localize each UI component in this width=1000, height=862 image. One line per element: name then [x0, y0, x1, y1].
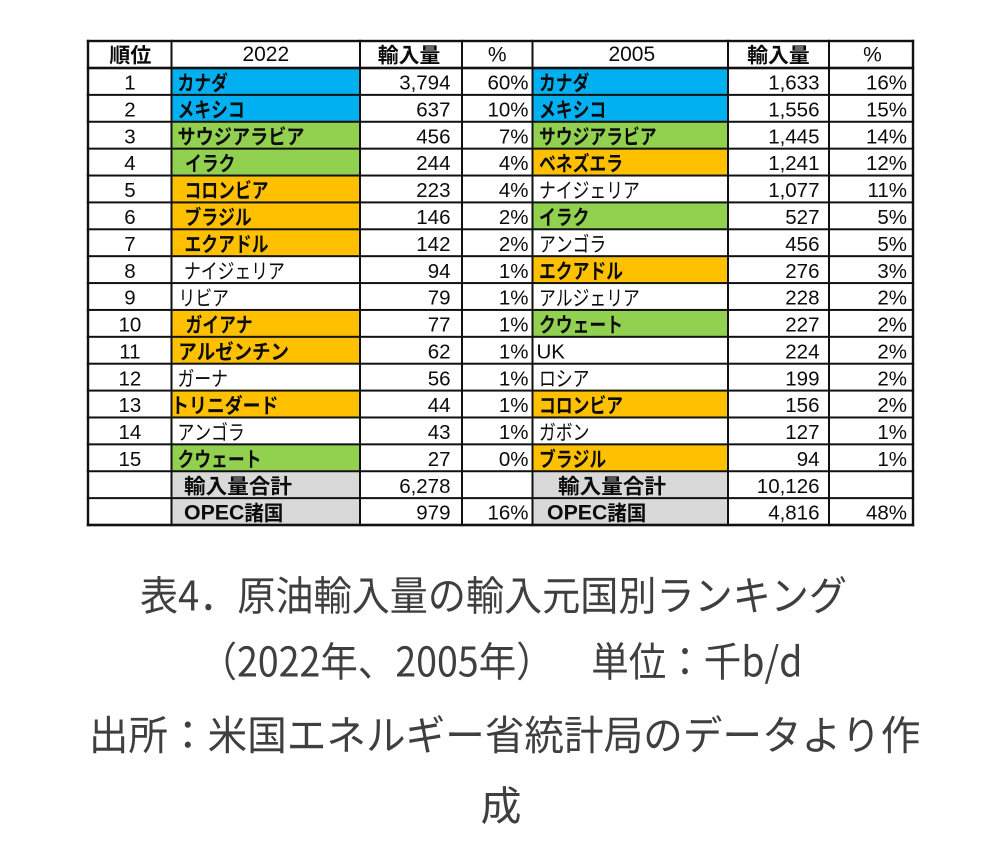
svg-text:4%: 4% [499, 179, 529, 202]
svg-text:5%: 5% [877, 233, 907, 256]
svg-text:0%: 0% [499, 448, 529, 471]
svg-text:94: 94 [797, 448, 820, 471]
svg-text:276: 276 [785, 260, 819, 283]
svg-text:1%: 1% [877, 448, 907, 471]
svg-text:OPEC: OPEC [547, 501, 607, 525]
svg-text:9: 9 [124, 287, 135, 310]
svg-text:1%: 1% [877, 421, 907, 444]
svg-text:1%: 1% [499, 421, 529, 444]
svg-text:3,794: 3,794 [399, 72, 450, 95]
svg-text:6,278: 6,278 [399, 475, 450, 498]
svg-text:2%: 2% [877, 340, 907, 363]
svg-text:2%: 2% [877, 287, 907, 310]
svg-text:11: 11 [119, 340, 140, 363]
svg-text:227: 227 [785, 314, 819, 337]
svg-text:1%: 1% [499, 314, 529, 337]
svg-text:1%: 1% [499, 394, 529, 417]
svg-text:199: 199 [785, 367, 819, 390]
svg-text:14%: 14% [866, 125, 907, 148]
svg-text:56: 56 [428, 367, 451, 390]
svg-text:4,816: 4,816 [768, 502, 819, 525]
svg-text:1,445: 1,445 [768, 125, 819, 148]
svg-text:2: 2 [124, 99, 135, 122]
svg-text:2022: 2022 [242, 43, 289, 66]
svg-text:1,633: 1,633 [768, 72, 819, 95]
svg-text:6: 6 [124, 206, 135, 229]
svg-text:5%: 5% [877, 206, 907, 229]
svg-text:228: 228 [785, 287, 819, 310]
svg-text:48%: 48% [866, 502, 907, 525]
svg-text:16%: 16% [487, 502, 528, 525]
svg-text:79: 79 [428, 287, 451, 310]
svg-text:142: 142 [416, 233, 450, 256]
svg-text:62: 62 [428, 340, 451, 363]
svg-text:%: % [863, 44, 882, 67]
svg-text:456: 456 [785, 233, 819, 256]
svg-text:4%: 4% [499, 152, 529, 175]
svg-text:127: 127 [785, 421, 819, 444]
svg-text:15: 15 [118, 448, 141, 471]
svg-text:1,077: 1,077 [768, 179, 819, 202]
svg-text:27: 27 [428, 448, 451, 471]
svg-text:2%: 2% [877, 314, 907, 337]
svg-text:3: 3 [124, 125, 135, 148]
svg-text:146: 146 [416, 206, 450, 229]
svg-text:1,556: 1,556 [768, 99, 819, 122]
svg-text:60%: 60% [487, 72, 528, 95]
svg-text:UK: UK [537, 340, 566, 363]
svg-text:637: 637 [416, 99, 450, 122]
svg-text:3%: 3% [877, 260, 907, 283]
svg-text:10,126: 10,126 [757, 475, 820, 498]
svg-text:4: 4 [124, 152, 135, 175]
svg-text:7: 7 [124, 233, 135, 256]
svg-text:1,241: 1,241 [768, 152, 819, 175]
svg-text:11%: 11% [867, 179, 907, 202]
svg-text:77: 77 [428, 314, 451, 337]
svg-text:16%: 16% [866, 72, 907, 95]
svg-text:5: 5 [124, 179, 135, 202]
svg-text:OPEC: OPEC [184, 501, 244, 525]
svg-text:14: 14 [118, 421, 141, 444]
svg-text:12: 12 [118, 367, 141, 390]
svg-text:%: % [488, 44, 507, 67]
svg-text:1%: 1% [499, 260, 529, 283]
svg-text:1%: 1% [499, 340, 529, 363]
svg-text:156: 156 [785, 394, 819, 417]
svg-text:10: 10 [118, 314, 141, 337]
svg-text:8: 8 [124, 260, 135, 283]
svg-text:456: 456 [416, 125, 450, 148]
svg-text:7%: 7% [499, 125, 529, 148]
svg-text:224: 224 [785, 340, 819, 363]
svg-text:223: 223 [416, 179, 450, 202]
svg-text:10%: 10% [487, 99, 528, 122]
svg-text:2%: 2% [877, 394, 907, 417]
svg-text:12%: 12% [866, 152, 907, 175]
svg-text:43: 43 [428, 421, 451, 444]
svg-text:15%: 15% [866, 99, 907, 122]
svg-text:94: 94 [428, 260, 451, 283]
svg-text:1%: 1% [499, 287, 529, 310]
svg-text:1%: 1% [499, 367, 529, 390]
svg-text:2%: 2% [499, 206, 529, 229]
svg-text:979: 979 [416, 502, 450, 525]
svg-text:527: 527 [785, 206, 819, 229]
svg-text:13: 13 [118, 394, 141, 417]
svg-text:2%: 2% [877, 367, 907, 390]
svg-text:1: 1 [124, 72, 135, 95]
svg-text:2%: 2% [499, 233, 529, 256]
svg-text:44: 44 [428, 394, 451, 417]
svg-text:244: 244 [416, 152, 450, 175]
svg-text:2005: 2005 [608, 43, 655, 66]
